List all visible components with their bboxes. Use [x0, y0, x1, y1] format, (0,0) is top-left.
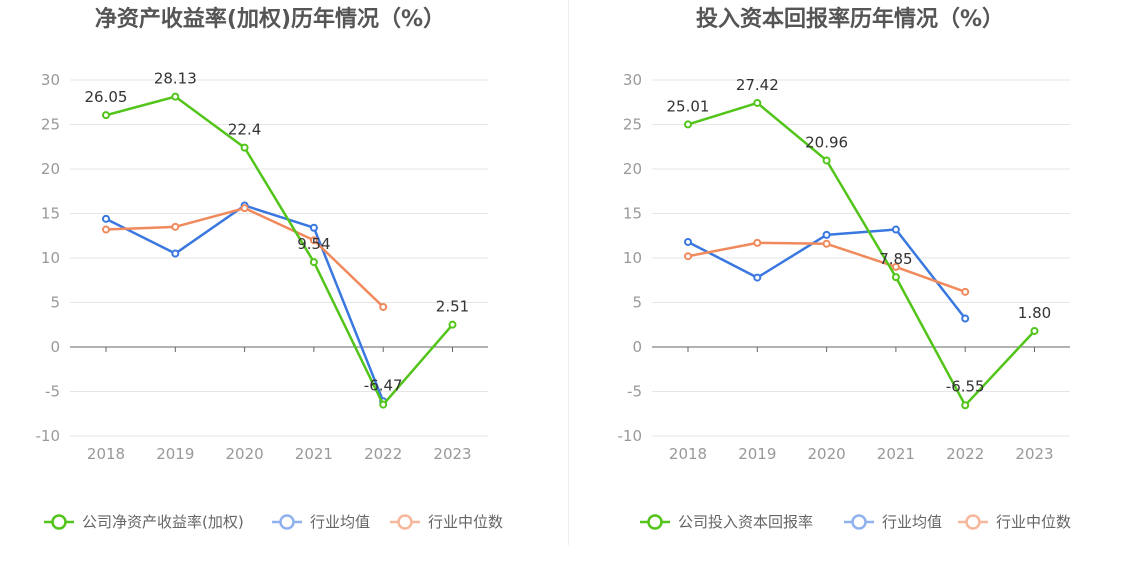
x-tick-label: 2018 [669, 445, 707, 463]
data-point[interactable] [102, 214, 110, 223]
data-point[interactable] [684, 252, 692, 261]
data-point[interactable] [240, 204, 249, 213]
data-point[interactable] [753, 238, 762, 247]
data-point[interactable] [379, 302, 388, 311]
data-point[interactable] [102, 111, 110, 120]
data-label: 25.01 [667, 97, 710, 115]
y-tick-label: -10 [618, 427, 643, 445]
data-label: 1.80 [1018, 304, 1051, 322]
data-point[interactable] [684, 120, 692, 129]
data-point[interactable] [102, 225, 110, 234]
x-tick-label: 2022 [364, 445, 402, 463]
data-point[interactable] [309, 236, 318, 245]
legend-label[interactable]: 公司净资产收益率(加权) [82, 513, 244, 531]
y-tick-label: 15 [623, 205, 642, 223]
data-label: 7.85 [879, 250, 912, 268]
data-point[interactable] [822, 230, 831, 239]
legend-label[interactable]: 行业中位数 [428, 513, 503, 531]
data-point[interactable] [448, 320, 457, 329]
data-label: -6.47 [364, 377, 403, 395]
x-tick-label: 2023 [1015, 445, 1053, 463]
y-tick-label: -5 [45, 383, 60, 401]
data-point[interactable] [891, 273, 900, 282]
y-tick-label: 20 [41, 160, 60, 178]
legend-label[interactable]: 公司投入资本回报率 [678, 513, 813, 531]
y-tick-label: 30 [623, 71, 642, 89]
data-point[interactable] [171, 249, 180, 258]
y-tick-label: 15 [41, 205, 60, 223]
data-point[interactable] [684, 237, 692, 246]
data-point[interactable] [171, 92, 180, 101]
y-tick-label: 0 [50, 338, 60, 356]
data-point[interactable] [1030, 326, 1039, 335]
data-point[interactable] [379, 400, 388, 409]
y-tick-label: 20 [623, 160, 642, 178]
x-tick-label: 2020 [226, 445, 264, 463]
y-tick-label: 0 [632, 338, 642, 356]
data-point[interactable] [753, 98, 762, 107]
data-point[interactable] [822, 156, 831, 165]
y-tick-label: 5 [632, 294, 642, 312]
data-label: 9.54 [297, 235, 330, 253]
legend-swatch-marker[interactable] [279, 514, 295, 530]
data-point[interactable] [961, 314, 970, 323]
data-label: 27.42 [736, 76, 779, 94]
legend-swatch-marker[interactable] [851, 514, 867, 530]
data-point[interactable] [822, 239, 831, 248]
x-tick-label: 2021 [295, 445, 333, 463]
y-tick-label: 25 [41, 116, 60, 134]
x-tick-label: 2019 [738, 445, 776, 463]
data-point[interactable] [309, 258, 318, 267]
data-label: 28.13 [154, 70, 197, 88]
legend-swatch-marker[interactable] [647, 514, 663, 530]
roe-chart-panel: 净资产收益率(加权)历年情况（%） 30 25 20 15 10 5 0 -5 -10 2018 20… [36, 6, 504, 531]
y-tick-label: 10 [623, 249, 642, 267]
chart-title: 投入资本回报率历年情况（%） [696, 6, 1004, 32]
data-label: 20.96 [805, 133, 848, 151]
series-line [687, 241, 966, 293]
y-tick-label: 5 [50, 294, 60, 312]
y-tick-label: -10 [36, 427, 61, 445]
legend-label[interactable]: 行业均值 [882, 513, 942, 531]
y-tick-label: 10 [41, 249, 60, 267]
legend-label[interactable]: 行业均值 [310, 513, 370, 531]
legend-swatch-marker[interactable] [397, 514, 413, 530]
data-point[interactable] [961, 401, 970, 410]
series-line [105, 204, 385, 402]
data-point[interactable] [961, 287, 970, 296]
data-point[interactable] [309, 223, 318, 232]
x-tick-label: 2023 [433, 445, 471, 463]
data-point[interactable] [171, 222, 180, 231]
data-label: 26.05 [85, 88, 128, 106]
series-line [687, 101, 1036, 407]
data-point[interactable] [891, 225, 900, 234]
x-tick-label: 2018 [87, 445, 125, 463]
roe-chart: 净资产收益率(加权)历年情况（%） 30 25 20 15 10 5 0 -5 -10 2018 20… [36, 6, 504, 531]
legend-label[interactable]: 行业中位数 [996, 513, 1071, 531]
y-tick-label: -5 [627, 383, 642, 401]
x-tick-label: 2022 [946, 445, 984, 463]
legend-swatch-marker[interactable] [51, 514, 67, 530]
data-label: 2.51 [436, 298, 469, 316]
data-point[interactable] [891, 262, 900, 271]
y-tick-label: 25 [623, 116, 642, 134]
series-line [105, 95, 454, 406]
data-point[interactable] [240, 143, 249, 152]
chart-title: 净资产收益率(加权)历年情况（%） [95, 6, 445, 32]
panel-divider [568, 0, 569, 545]
y-tick-label: 30 [41, 71, 60, 89]
x-tick-label: 2019 [156, 445, 194, 463]
x-tick-label: 2020 [808, 445, 846, 463]
roic-chart: 投入资本回报率历年情况（%） 30 25 20 15 10 5 0 -5 -10 2018 2019 2… [618, 6, 1072, 531]
data-point[interactable] [753, 273, 762, 282]
data-label: 22.4 [228, 121, 261, 139]
x-tick-label: 2021 [877, 445, 915, 463]
roic-chart-panel: 投入资本回报率历年情况（%） 30 25 20 15 10 5 0 -5 -10 2018 2019 2… [568, 0, 1134, 582]
data-label: -6.55 [946, 377, 985, 395]
legend-swatch-marker[interactable] [965, 514, 981, 530]
